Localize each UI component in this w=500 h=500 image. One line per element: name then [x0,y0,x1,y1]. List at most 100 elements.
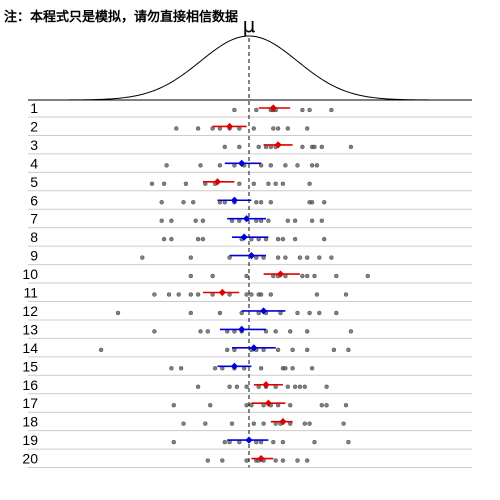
row-label: 20 [22,451,38,467]
sample-point [140,255,145,260]
sample-point [159,200,164,205]
sample-point [304,347,310,353]
sample-point [195,236,201,242]
sample-point [309,366,315,371]
sample-point [317,310,322,316]
sample-point [198,163,203,168]
sample-point [220,458,225,463]
sample-point [161,236,167,242]
row-label: 13 [22,321,38,337]
sample-point [198,329,203,334]
sample-point [171,402,177,408]
sample-point [195,126,201,131]
row-label: 9 [30,248,38,264]
sample-point [266,218,271,223]
sample-point [285,218,291,223]
sample-point [190,200,196,205]
sample-point [329,255,334,260]
sample-point [251,126,257,131]
sample-point [334,310,339,316]
sample-point [300,273,305,279]
sample-point [181,421,186,426]
sample-point [295,163,300,168]
sample-point [249,292,254,297]
sample-point [234,384,240,389]
sample-point [227,384,232,389]
sample-point [232,107,237,113]
sample-mean-marker [257,454,265,463]
sample-point [217,163,223,168]
sample-point [304,126,310,131]
sample-point [317,255,322,260]
sample-point [331,347,337,353]
sample-point [302,421,308,426]
sample-mean-marker [259,307,268,315]
sample-point [229,421,235,426]
sample-point [309,200,315,205]
sample-point [283,366,288,371]
sample-point [217,310,223,316]
sample-point [174,126,179,131]
sample-mean-marker [230,362,239,370]
sample-point [222,144,228,150]
sample-mean-marker [218,288,226,297]
sample-point [309,218,315,223]
sample-point [346,439,351,445]
sample-point [251,181,257,187]
sample-point [292,384,298,389]
row-label: 7 [30,211,38,227]
sample-point [200,218,206,223]
sample-point [176,292,181,297]
sample-point [295,458,300,463]
sample-point [283,163,288,168]
sample-point [152,329,157,334]
row-label: 14 [22,340,38,356]
sample-point [307,421,312,426]
sample-point [300,144,305,150]
sample-point [181,200,186,205]
sample-point [210,273,215,279]
sample-point [237,181,242,187]
sample-point [321,236,327,242]
sample-point [312,273,317,279]
sample-mean-marker [262,381,270,389]
sample-mean-marker [279,418,287,426]
sample-point [258,200,264,205]
sample-point [149,181,155,187]
sample-point [188,292,194,297]
row-label: 5 [30,174,38,190]
sample-point [256,144,261,150]
normal-curve-layer [28,35,472,101]
row-label: 6 [30,192,38,208]
sample-point [205,458,211,463]
sample-point [273,458,278,463]
sample-mean-marker [226,122,234,131]
sample-point [273,329,278,334]
sample-point [183,181,189,187]
sample-point [268,292,274,297]
sample-point [297,384,303,389]
sample-point [195,292,201,297]
sample-point [307,310,312,316]
sample-point [244,292,249,297]
sample-point [268,200,274,205]
sample-mean-marker [247,252,256,260]
row-label: 18 [22,414,38,430]
sample-mean-marker [238,325,246,333]
sample-point [195,384,201,389]
sample-point [341,421,346,426]
row-label: 19 [22,432,38,448]
sample-point [166,292,172,297]
sample-point [261,421,266,426]
sample-mean-marker [240,233,248,241]
sample-point [205,329,211,334]
sample-point [304,329,310,334]
sample-point [271,439,276,445]
sample-point [297,255,303,260]
sample-mean-marker [250,344,258,352]
sample-point [161,181,167,187]
sample-mean-marker [242,215,251,223]
sample-point [273,181,278,187]
sample-point [275,255,281,260]
confidence-intervals [202,104,300,463]
